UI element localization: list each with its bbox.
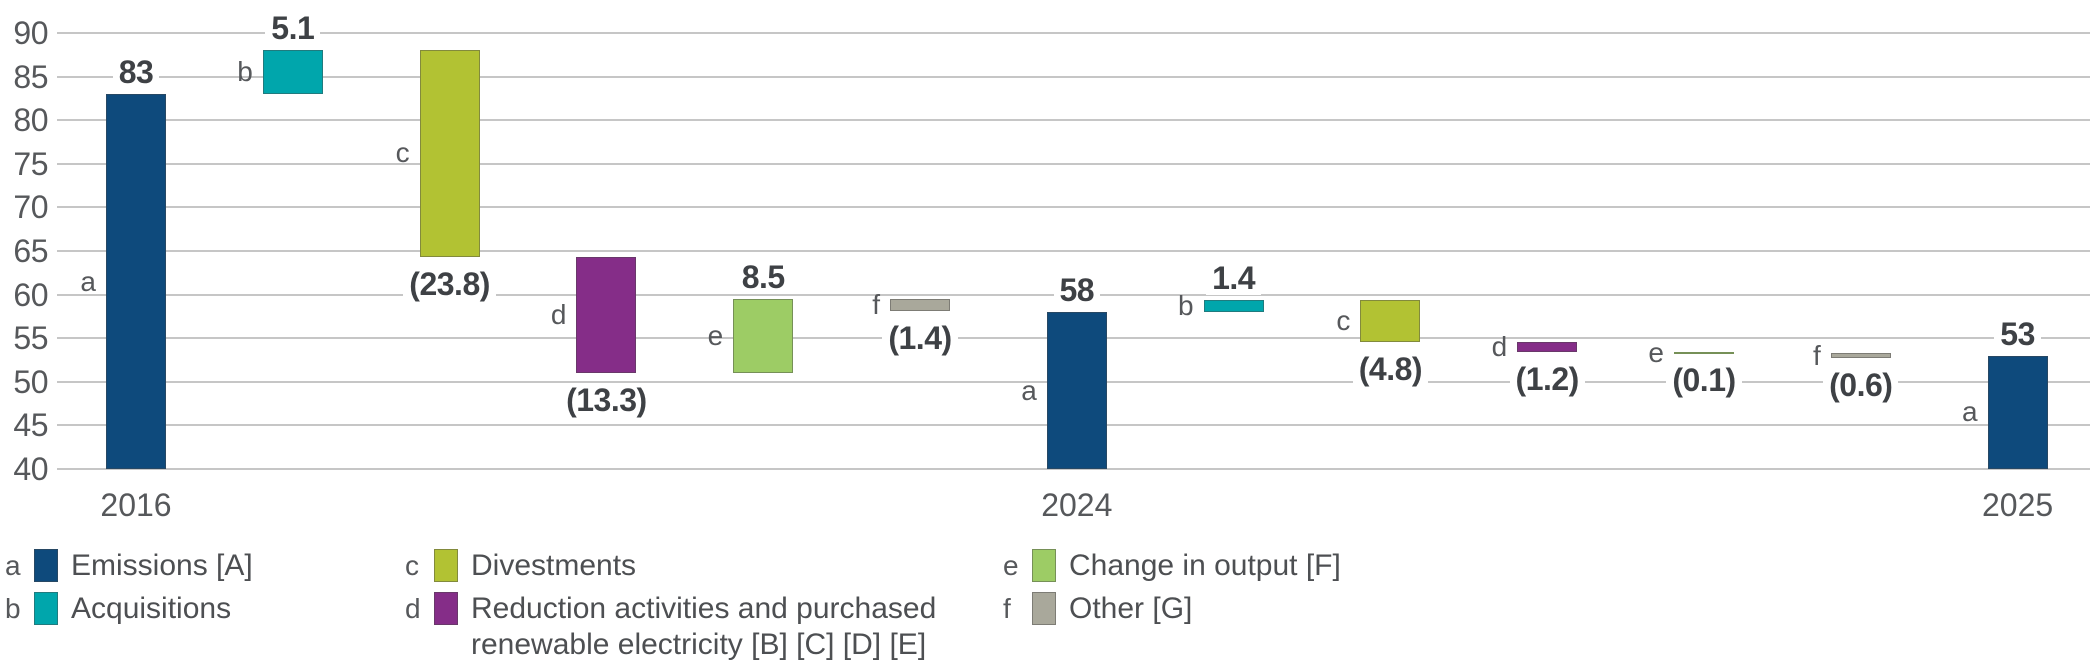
legend-label-f: Other [G] — [1069, 592, 1193, 625]
bar-value-label: (23.8) — [350, 267, 550, 302]
y-axis-tick-label: 45 — [13, 407, 48, 444]
bar-value-label: 8.5 — [663, 259, 863, 294]
gridline-80 — [57, 119, 2090, 122]
bar-letter-label: b — [237, 55, 253, 87]
legend-swatch-a — [34, 549, 58, 582]
bar-value-label: (0.1) — [1604, 363, 1804, 398]
x-axis-year-label: 2025 — [1982, 487, 2054, 523]
y-axis-tick-label: 55 — [13, 320, 48, 357]
legend-letter-c: c — [405, 550, 419, 581]
gridline-90 — [57, 32, 2090, 34]
bar-letter-label: d — [550, 299, 567, 331]
legend-label-d: Reduction activities and purchased renewa… — [471, 592, 937, 661]
bar-letter-label: f — [872, 289, 880, 321]
y-axis-tick-label: 75 — [13, 145, 48, 182]
bar-letter-label: c — [1336, 304, 1351, 336]
y-axis-tick-label: 80 — [13, 102, 48, 139]
bar-11-f — [1830, 353, 1891, 359]
legend-letter-f: f — [1003, 593, 1011, 624]
bar-value-label: 58 — [977, 273, 1177, 308]
gridline-40 — [57, 468, 2090, 470]
bar-2-c — [419, 49, 480, 258]
bar-value-label: 83 — [36, 55, 236, 90]
legend-swatch-d — [434, 592, 458, 625]
bar-letter-label: b — [1178, 289, 1194, 321]
bar-value-label: (4.8) — [1290, 351, 1490, 386]
bar-value-label: 5.1 — [193, 10, 393, 45]
bar-value-label: (0.6) — [1761, 368, 1961, 403]
bar-8-c — [1360, 299, 1421, 342]
x-axis-year-label: 2016 — [100, 487, 172, 523]
bar-letter-label: d — [1491, 330, 1508, 362]
y-axis-tick-label: 60 — [13, 276, 48, 313]
y-axis-tick-label: 85 — [13, 58, 48, 95]
gridline-75 — [57, 162, 2090, 165]
y-axis-tick-label: 40 — [13, 451, 48, 487]
legend-label-a: Emissions [A] — [71, 549, 253, 582]
gridline-65 — [57, 250, 2090, 252]
y-axis-tick-label: 90 — [13, 15, 48, 51]
bar-5-f — [890, 298, 950, 312]
bar-value-label: (1.4) — [820, 321, 1020, 356]
bar-letter-label: a — [1021, 374, 1037, 406]
x-axis-year-label: 2024 — [1041, 487, 1113, 523]
bar-1-b — [262, 49, 323, 95]
bar-value-label: 1.4 — [1134, 260, 1334, 295]
legend-letter-a: a — [5, 550, 21, 581]
legend-label-b: Acquisitions — [71, 592, 232, 625]
legend-letter-d: d — [405, 593, 421, 624]
legend-swatch-c — [434, 549, 458, 582]
bar-9-d — [1517, 341, 1578, 353]
bar-value-label: (1.2) — [1447, 362, 1647, 397]
bar-letter-label: a — [80, 265, 96, 297]
legend-swatch-e — [1032, 549, 1056, 582]
legend-swatch-f — [1032, 592, 1056, 625]
bar-0-a-2016 — [106, 94, 166, 469]
bar-10-e — [1674, 352, 1734, 355]
y-axis-tick-label: 65 — [13, 233, 48, 269]
bar-4-e — [733, 298, 794, 374]
bar-value-label: 53 — [1918, 316, 2090, 351]
bar-letter-label: e — [707, 320, 724, 352]
bar-letter-label: c — [395, 137, 410, 169]
legend-letter-e: e — [1003, 550, 1019, 581]
gridline-85 — [57, 75, 2090, 78]
bar-12-a-2025 — [1987, 355, 2048, 469]
bar-letter-label: e — [1648, 336, 1664, 368]
legend-label-c: Divestments — [471, 549, 637, 582]
y-axis-tick-label: 70 — [13, 189, 48, 226]
bar-7-b — [1203, 299, 1264, 313]
legend-swatch-b — [34, 592, 58, 625]
legend-label-e: Change in output [F] — [1069, 549, 1341, 582]
legend-letter-b: b — [5, 593, 21, 624]
bar-3-d — [576, 257, 637, 374]
bar-letter-label: f — [1813, 339, 1821, 371]
y-axis-tick-label: 50 — [13, 363, 48, 400]
bar-letter-label: a — [1962, 396, 1978, 428]
bar-6-a-2024 — [1046, 312, 1107, 469]
gridline-70 — [57, 206, 2090, 209]
bar-value-label: (13.3) — [506, 383, 706, 418]
